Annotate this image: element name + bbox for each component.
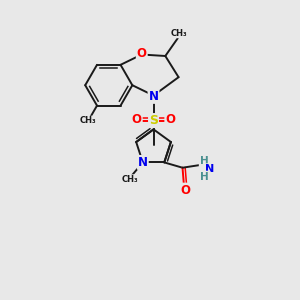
Text: O: O (181, 184, 190, 196)
Text: H: H (200, 156, 208, 166)
Text: H: H (200, 172, 208, 182)
Text: O: O (165, 112, 175, 126)
Text: S: S (149, 114, 158, 127)
Text: N: N (138, 156, 148, 169)
Text: O: O (137, 46, 147, 59)
Text: N: N (148, 90, 158, 103)
Text: N: N (205, 164, 214, 174)
Text: CH₃: CH₃ (171, 28, 188, 38)
Text: CH₃: CH₃ (80, 116, 97, 125)
Text: O: O (132, 112, 142, 126)
Text: CH₃: CH₃ (122, 175, 138, 184)
